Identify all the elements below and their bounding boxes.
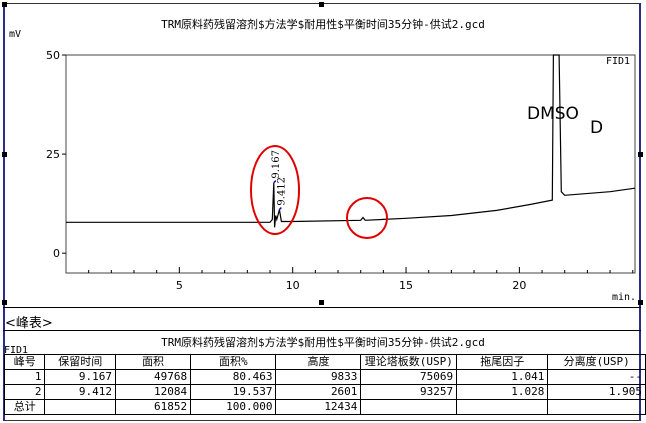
table-header-row: 峰号 保留时间 面积 面积% 高度 理论塔板数(USP) 拖尾因子 分离度(USP) bbox=[3, 354, 646, 370]
highlight-circle bbox=[250, 145, 300, 235]
table-cell: 1.041 bbox=[456, 369, 549, 385]
x-tick-label: 10 bbox=[286, 279, 300, 292]
table-cell: 12084 bbox=[115, 384, 192, 400]
peak-table-detector: FID1 bbox=[4, 345, 29, 356]
y-tick-label: 25 bbox=[46, 148, 60, 161]
resize-handle[interactable] bbox=[638, 300, 643, 305]
resize-handle[interactable] bbox=[638, 152, 643, 157]
resize-handle[interactable] bbox=[2, 152, 7, 157]
table-cell: 总计 bbox=[3, 399, 46, 415]
plot-frame bbox=[65, 54, 636, 274]
annotation-d: D bbox=[590, 118, 604, 138]
peak-label: 9.167 bbox=[271, 150, 282, 179]
chart-title: TRM原料药残留溶剂$方法学$耐用性$平衡时间35分钟-供试2.gcd bbox=[161, 18, 485, 31]
table-cell: -- bbox=[547, 369, 646, 385]
peak-table-label: <峰表> bbox=[5, 316, 53, 331]
table-cell: 9.412 bbox=[44, 384, 117, 400]
table-cell: 1 bbox=[3, 369, 46, 385]
x-axis-label: min. bbox=[612, 292, 637, 303]
column-header: 理论塔板数(USP) bbox=[360, 354, 458, 370]
peak-table-title: TRM原料药残留溶剂$方法学$耐用性$平衡时间35分钟-供试2.gcd bbox=[161, 336, 485, 349]
peak-label: 9.412 bbox=[276, 177, 287, 206]
y-tick-label: 0 bbox=[53, 247, 60, 260]
table-row: 1 9.167 49768 80.463 9833 75069 1.041 -- bbox=[3, 369, 646, 385]
table-cell: 61852 bbox=[115, 399, 192, 415]
resize-handle[interactable] bbox=[2, 300, 7, 305]
table-row: 总计 61852 100.000 12434 bbox=[3, 399, 646, 415]
table-cell: 1.028 bbox=[456, 384, 549, 400]
x-tick-label: 15 bbox=[399, 279, 413, 292]
column-header: 面积% bbox=[190, 354, 277, 370]
table-cell: 80.463 bbox=[190, 369, 277, 385]
column-header: 面积 bbox=[115, 354, 192, 370]
column-header: 峰号 bbox=[3, 354, 46, 370]
table-cell bbox=[360, 399, 458, 415]
table-cell: 19.537 bbox=[190, 384, 277, 400]
column-header: 拖尾因子 bbox=[456, 354, 549, 370]
table-cell: 1.905 bbox=[547, 384, 646, 400]
table-cell: 9.167 bbox=[44, 369, 117, 385]
resize-handle[interactable] bbox=[319, 300, 324, 305]
resize-handle[interactable] bbox=[2, 2, 7, 7]
column-header: 分离度(USP) bbox=[547, 354, 646, 370]
table-cell: 12434 bbox=[275, 399, 362, 415]
chromatogram-trace bbox=[66, 54, 636, 228]
table-cell: 93257 bbox=[360, 384, 458, 400]
highlight-circle bbox=[346, 197, 388, 239]
table-cell: 100.000 bbox=[190, 399, 277, 415]
peak-table: 峰号 保留时间 面积 面积% 高度 理论塔板数(USP) 拖尾因子 分离度(USP) 1 9.16… bbox=[3, 354, 646, 415]
peak-marker bbox=[278, 207, 282, 211]
y-axis-label: mV bbox=[9, 29, 22, 40]
table-cell bbox=[456, 399, 549, 415]
table-row: 2 9.412 12084 19.537 2601 93257 1.028 1.905 bbox=[3, 384, 646, 400]
detector-label: FID1 bbox=[606, 56, 631, 67]
table-cell: 75069 bbox=[360, 369, 458, 385]
table-cell bbox=[547, 399, 646, 415]
x-tick-label: 5 bbox=[176, 279, 183, 292]
peak-marker bbox=[273, 180, 277, 184]
resize-handle[interactable] bbox=[319, 2, 324, 7]
y-tick-label: 50 bbox=[46, 49, 60, 62]
column-header: 保留时间 bbox=[44, 354, 117, 370]
table-cell bbox=[44, 399, 117, 415]
table-cell: 2601 bbox=[275, 384, 362, 400]
table-cell: 49768 bbox=[115, 369, 192, 385]
x-tick-label: 20 bbox=[512, 279, 526, 292]
table-cell: 9833 bbox=[275, 369, 362, 385]
table-cell: 2 bbox=[3, 384, 46, 400]
column-header: 高度 bbox=[275, 354, 362, 370]
